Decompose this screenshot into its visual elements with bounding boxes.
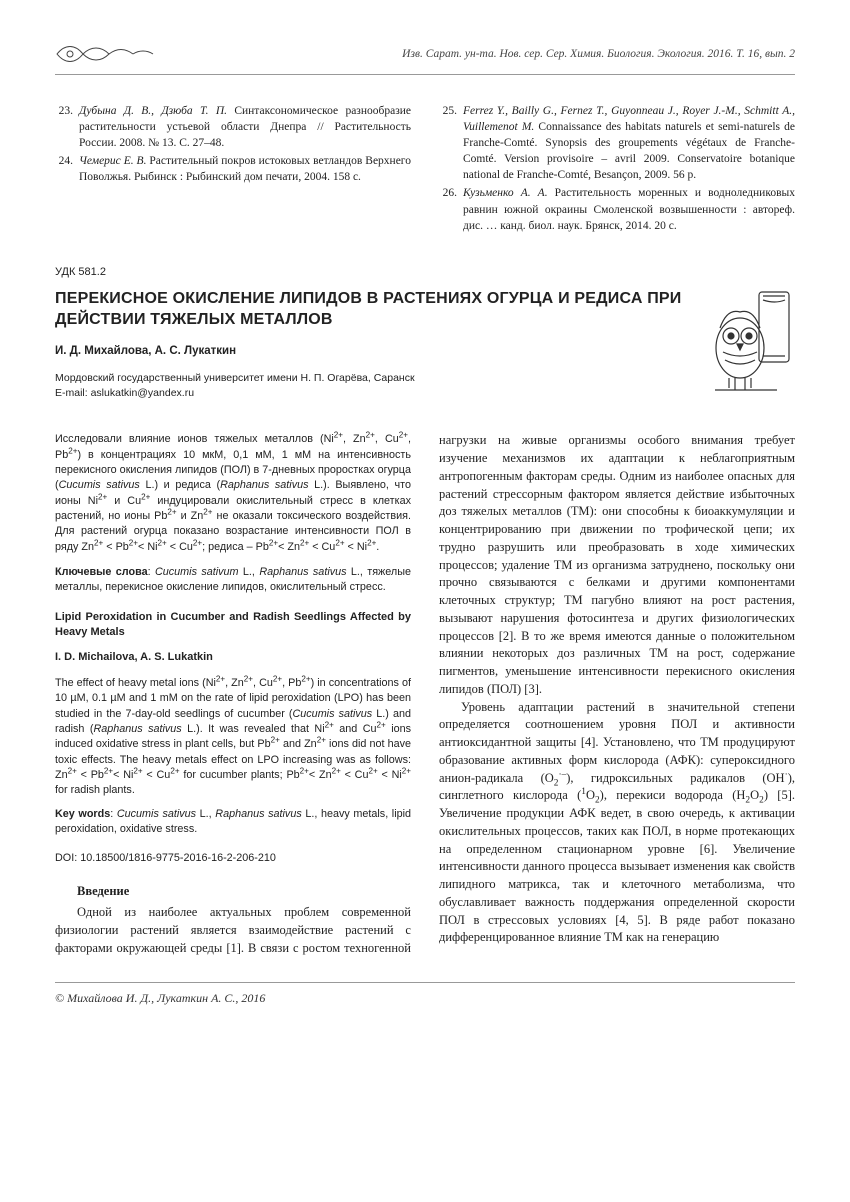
reference-item: 25.Ferrez Y., Bailly G., Fernez T., Guyo… <box>439 103 795 183</box>
reference-item: 23.Дубына Д. В., Дзюба Т. П. Синтаксоном… <box>55 103 411 151</box>
footer: © Михайлова И. Д., Лукаткин А. С., 2016 <box>55 982 795 1006</box>
authors-en: I. D. Michailova, A. S. Lukatkin <box>55 650 411 666</box>
page: Изв. Сарат. ун-та. Нов. сер. Сер. Химия.… <box>0 0 850 1056</box>
article-body: Исследовали влияние ионов тяжелых металл… <box>55 432 795 957</box>
keywords-ru: Ключевые слова: Cucumis sativum L., Raph… <box>55 565 411 596</box>
copyright: © Михайлова И. Д., Лукаткин А. С., 2016 <box>55 991 795 1006</box>
article-header: ПЕРЕКИСНОЕ ОКИСЛЕНИЕ ЛИПИДОВ В РАСТЕНИЯХ… <box>55 288 795 417</box>
abstract-en: The effect of heavy metal ions (Ni2+, Zn… <box>55 676 411 799</box>
article-title: ПЕРЕКИСНОЕ ОКИСЛЕНИЕ ЛИПИДОВ В РАСТЕНИЯХ… <box>55 288 685 331</box>
udc-code: УДК 581.2 <box>55 266 795 278</box>
header-ornament-icon <box>55 40 155 68</box>
affiliation: Мордовский государственный университет и… <box>55 371 685 400</box>
owl-icon <box>705 288 795 398</box>
doi: DOI: 10.18500/1816-9775-2016-16-2-206-21… <box>55 851 411 866</box>
references-list: 23.Дубына Д. В., Дзюба Т. П. Синтаксоном… <box>55 103 795 234</box>
section-heading: Введение <box>55 883 411 901</box>
article-title-en: Lipid Peroxidation in Cucumber and Radis… <box>55 610 411 641</box>
running-header: Изв. Сарат. ун-та. Нов. сер. Сер. Химия.… <box>55 40 795 75</box>
journal-title: Изв. Сарат. ун-та. Нов. сер. Сер. Химия.… <box>402 48 795 60</box>
authors: И. Д. Михайлова, А. С. Лукаткин <box>55 345 685 357</box>
abstract-ru: Исследовали влияние ионов тяжелых металл… <box>55 432 411 555</box>
body-paragraph: Уровень адаптации растений в значительно… <box>439 699 795 948</box>
keywords-en: Key words: Cucumis sativus L., Raphanus … <box>55 807 411 838</box>
reference-item: 24.Чемерис Е. В. Растительный покров ист… <box>55 153 411 185</box>
reference-item: 26.Кузьменко А. А. Растительность моренн… <box>439 185 795 233</box>
